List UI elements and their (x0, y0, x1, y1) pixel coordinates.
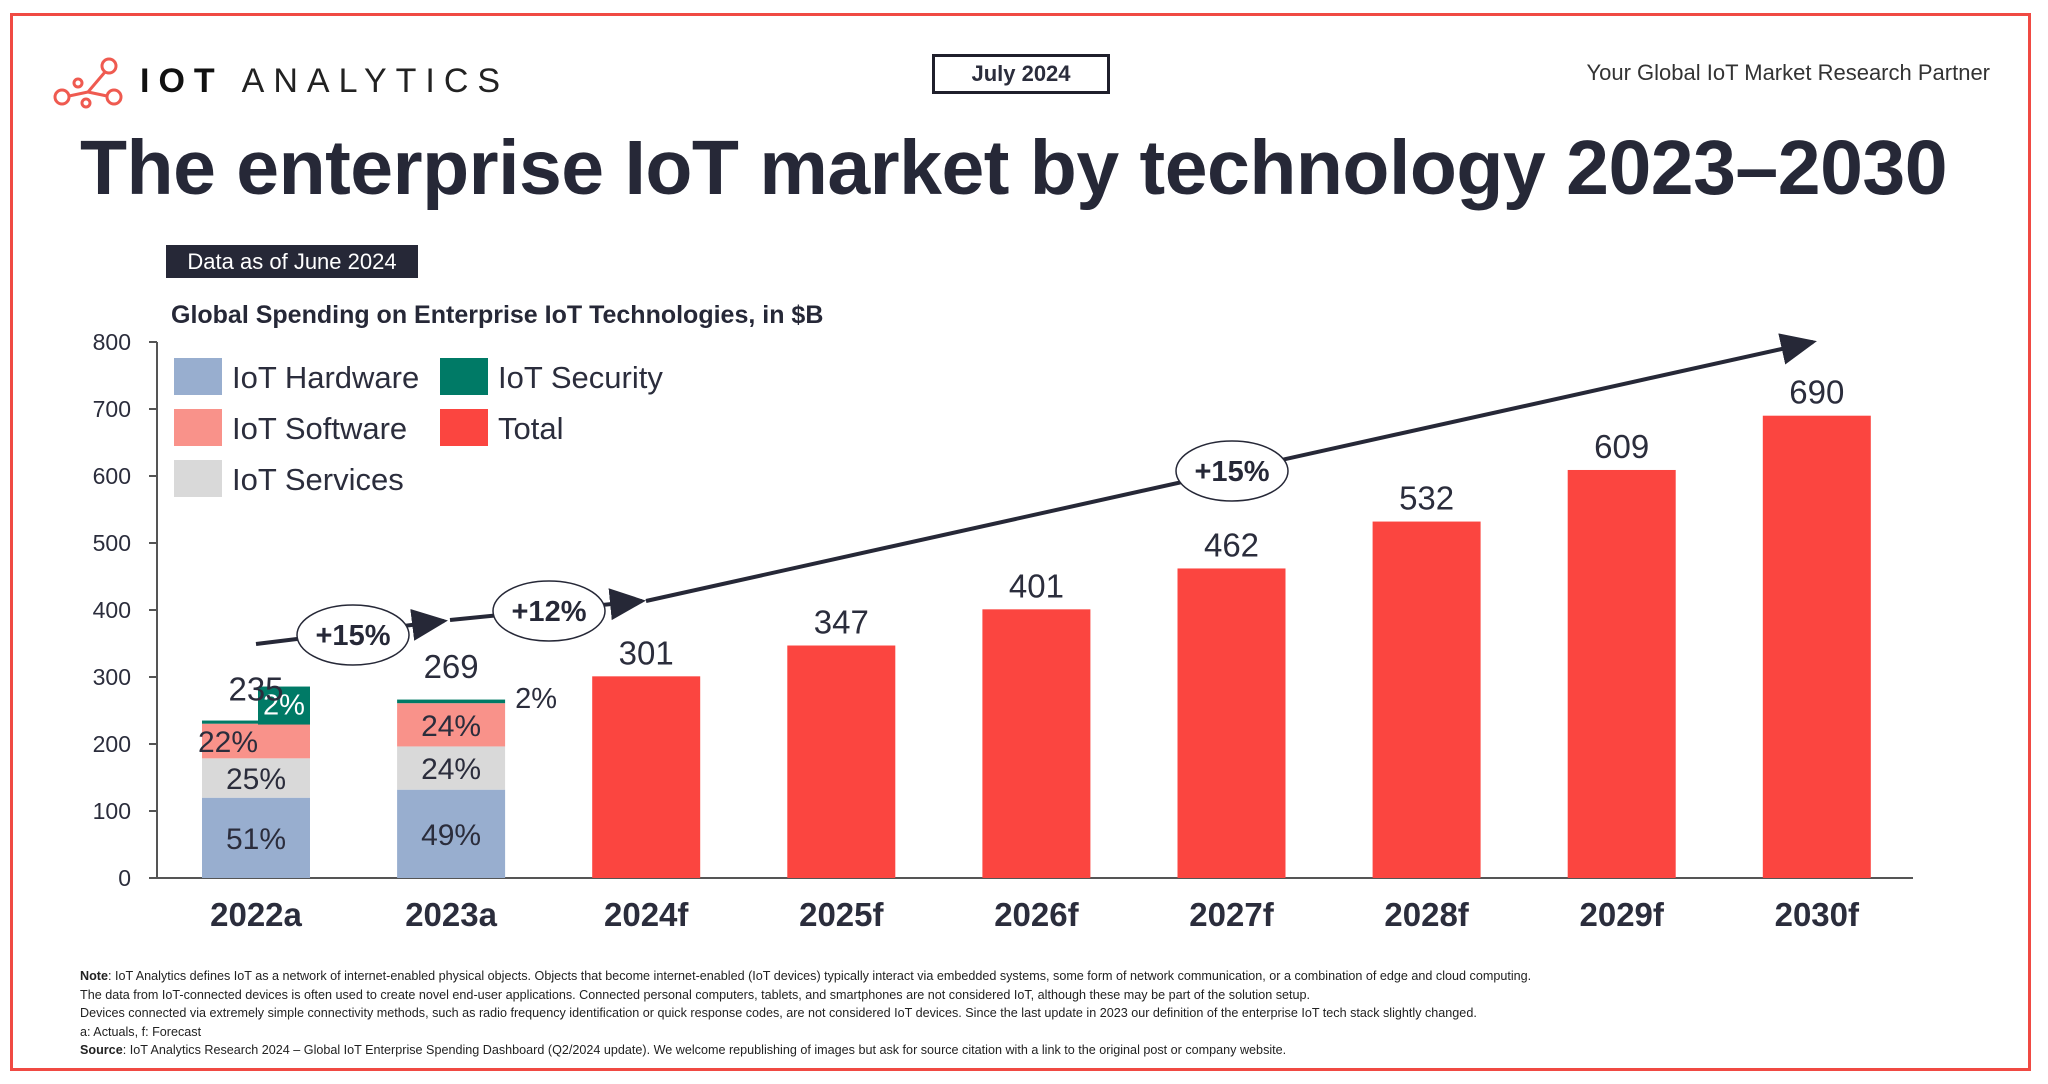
bar-segment-iot-hardware (202, 797, 310, 878)
bar-segment-iot-security (397, 699, 506, 704)
total-label: 609 (1594, 428, 1649, 465)
growth-label: +15% (1195, 456, 1270, 488)
total-label: 347 (814, 604, 869, 641)
x-tick-label: 2023a (405, 896, 497, 933)
bar-segment-iot-software (397, 703, 506, 747)
segment-label: 49% (421, 819, 481, 852)
x-tick-label: 2028f (1384, 896, 1469, 933)
legend-swatch (174, 358, 222, 395)
bar-total (1177, 568, 1286, 878)
bar-segment-iot-security (202, 720, 310, 724)
segment-label: 24% (421, 753, 481, 786)
growth-label: +12% (512, 596, 587, 628)
bar-total (787, 645, 896, 878)
total-label: 301 (619, 634, 674, 671)
note-line: Note: IoT Analytics defines IoT as a net… (80, 969, 1532, 983)
footnotes: Note: IoT Analytics defines IoT as a net… (80, 967, 1531, 1060)
y-tick-label: 700 (93, 396, 131, 422)
y-tick-label: 500 (93, 530, 131, 556)
legend-label: IoT Hardware (232, 360, 419, 395)
x-tick-label: 2025f (799, 896, 884, 933)
security-callout (258, 686, 310, 725)
x-tick-label: 2027f (1189, 896, 1274, 933)
segment-label: 51% (226, 823, 286, 856)
bar-total (982, 609, 1091, 878)
total-label: 269 (424, 648, 479, 685)
x-tick-label: 2022a (210, 896, 302, 933)
tagline: Your Global IoT Market Research Partner (1586, 60, 1990, 85)
y-tick-label: 200 (93, 731, 131, 757)
bar-segment-iot-services (397, 746, 506, 790)
logo: IOT ANALYTICS (52, 52, 509, 110)
bar-segment-iot-services (202, 758, 310, 798)
date-badge: July 2024 (932, 54, 1110, 94)
network-nodes-icon (53, 57, 123, 109)
legend-label: IoT Services (232, 462, 404, 497)
x-tick-label: 2029f (1579, 896, 1664, 933)
segment-label: 22% (198, 726, 258, 759)
legend-swatch (174, 409, 222, 446)
x-tick-label: 2024f (604, 896, 689, 933)
y-tick-label: 0 (118, 865, 131, 891)
source-line: Source: IoT Analytics Research 2024 – Gl… (80, 1043, 1287, 1057)
note-line: The data from IoT-connected devices is o… (80, 987, 1311, 1002)
border-frame (10, 13, 2031, 1071)
bar-total (592, 676, 701, 878)
growth-bubble (1175, 440, 1289, 502)
x-tick-label: 2030f (1775, 896, 1860, 933)
y-tick-label: 800 (93, 329, 131, 355)
total-label: 235 (228, 671, 283, 708)
bar-total (1762, 415, 1871, 878)
note-line: a: Actuals, f: Forecast (80, 1024, 202, 1039)
legend-label: IoT Security (498, 360, 663, 395)
x-tick-label: 2026f (994, 896, 1079, 933)
y-tick-label: 600 (93, 463, 131, 489)
legend-swatch (174, 460, 222, 497)
legend-swatch (440, 409, 488, 446)
total-label: 690 (1789, 374, 1844, 411)
data-as-of-badge: Data as of June 2024 (166, 245, 418, 278)
growth-bubble (296, 604, 410, 666)
legend-label: IoT Software (232, 411, 407, 446)
source-label: Source (80, 1043, 123, 1057)
y-tick-label: 300 (93, 664, 131, 690)
legend-swatch (440, 358, 488, 395)
y-tick-label: 400 (93, 597, 131, 623)
bar-segment-iot-software (202, 723, 310, 759)
segment-label: 2% (263, 690, 305, 722)
bar-total (1567, 469, 1676, 878)
note-label: Note (80, 969, 108, 983)
segment-label: 24% (421, 710, 481, 743)
total-label: 462 (1204, 526, 1259, 563)
y-tick-label: 100 (93, 798, 131, 824)
segment-label: 2% (515, 683, 557, 715)
growth-bubble (492, 580, 606, 642)
legend-label: Total (498, 411, 563, 446)
total-label: 532 (1399, 480, 1454, 517)
chart-title: Global Spending on Enterprise IoT Techno… (171, 301, 824, 329)
segment-label: 25% (226, 763, 286, 796)
bar-segment-iot-hardware (397, 789, 506, 878)
total-label: 401 (1009, 567, 1064, 604)
growth-label: +15% (316, 620, 391, 652)
bar-total (1372, 521, 1481, 878)
note-line: Devices connected via extremely simple c… (80, 1006, 1477, 1020)
logo-text: IOT ANALYTICS (140, 61, 510, 100)
page-title: The enterprise IoT market by technology … (80, 125, 1948, 211)
